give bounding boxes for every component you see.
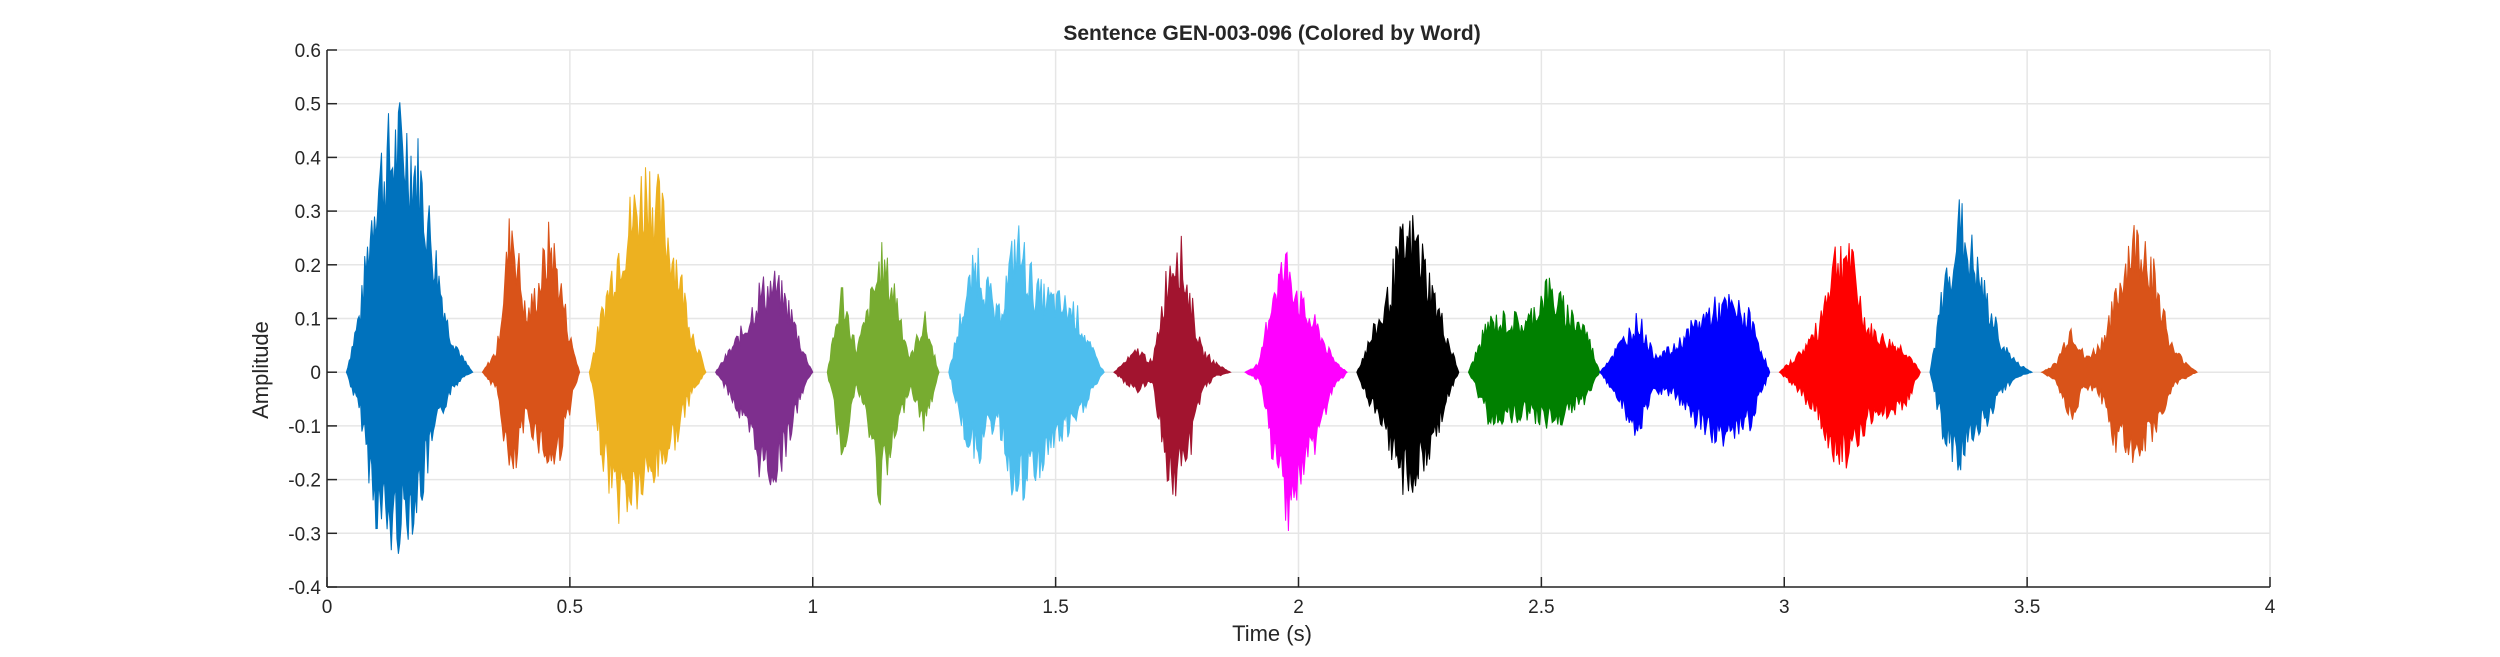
y-tick-label: 0.4: [295, 148, 322, 169]
y-tick-label: -0.4: [288, 578, 321, 599]
waveform-series: [345, 102, 2198, 554]
word-waveform-8: [1244, 251, 1348, 532]
word-waveform-3: [588, 167, 707, 524]
y-tick-label: 0.2: [295, 256, 321, 277]
y-tick-label: 0.1: [295, 310, 321, 331]
x-tick-label: 0: [322, 597, 333, 618]
y-tick-label: 0.5: [295, 95, 321, 116]
y-tick-label: -0.1: [288, 417, 321, 438]
x-tick-label: 1: [807, 597, 818, 618]
chart-title: Sentence GEN-003-096 (Colored by Word): [1063, 22, 1480, 45]
word-waveform-14: [2040, 225, 2198, 463]
word-waveform-12: [1778, 243, 1921, 469]
y-tick-label: -0.2: [288, 471, 321, 492]
x-tick-label: 0.5: [557, 597, 583, 618]
y-tick-label: -0.3: [288, 524, 321, 545]
x-tick-label: 3.5: [2014, 597, 2040, 618]
x-tick-label: 2.5: [1528, 597, 1554, 618]
axes: 0 0.5 1 1.5 2 2.5 3 3.5 4 -0.4 -0.3 -0.2 -0.1 0 0.1 0.2…: [288, 41, 2275, 618]
y-tick-label: 0.3: [295, 202, 321, 223]
word-waveform-2: [481, 218, 581, 470]
word-waveform-6: [948, 225, 1105, 501]
word-waveform-9: [1356, 215, 1460, 495]
x-axis-label: Time (s): [1232, 621, 1312, 646]
word-waveform-1: [345, 102, 474, 554]
y-tick-label: 0: [310, 363, 321, 384]
x-tick-label: 3: [1779, 597, 1790, 618]
y-axis-label: Amplitude: [248, 321, 273, 419]
x-tick-label: 2: [1293, 597, 1304, 618]
word-waveform-4: [715, 270, 814, 486]
word-waveform-5: [826, 242, 940, 506]
x-tick-label: 4: [2265, 597, 2276, 618]
x-tick-label: 1.5: [1042, 597, 1068, 618]
word-waveform-11: [1598, 293, 1771, 447]
word-waveform-13: [1929, 199, 2034, 471]
word-waveform-10: [1467, 277, 1601, 429]
y-tick-label: 0.6: [295, 41, 321, 62]
word-waveform-7: [1113, 235, 1232, 497]
